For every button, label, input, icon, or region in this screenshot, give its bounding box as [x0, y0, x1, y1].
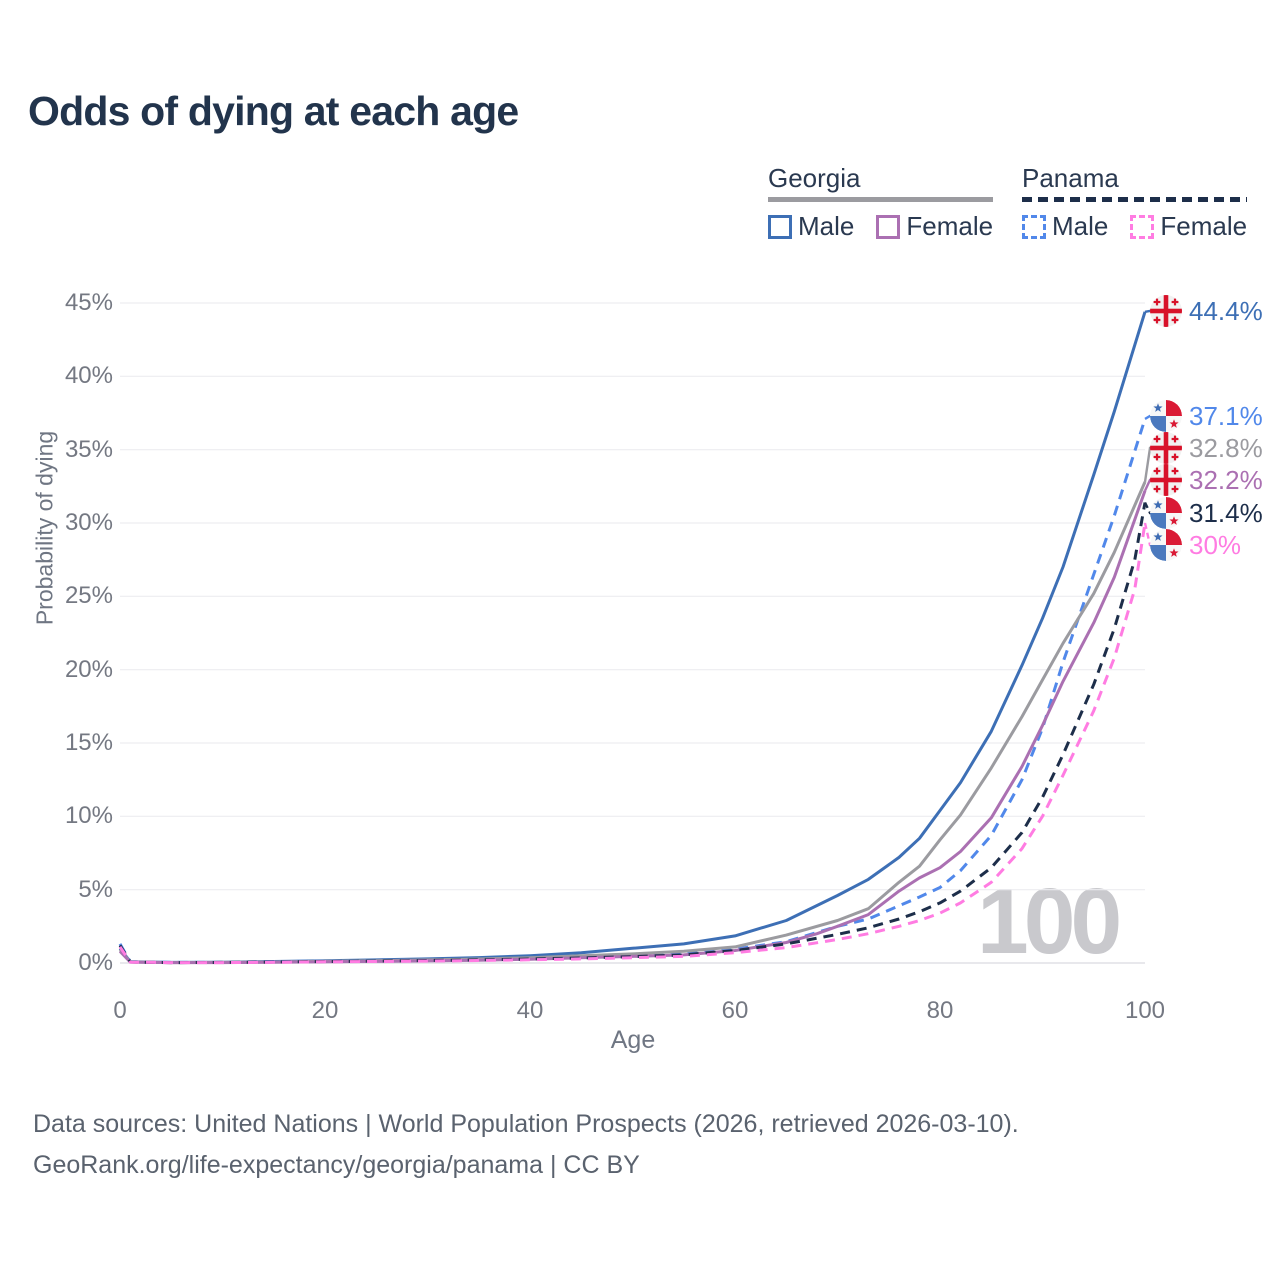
- panama-flag-icon: [1150, 400, 1182, 432]
- legend-panama-label: Panama: [1022, 163, 1119, 193]
- georgia-female-swatch-icon: [876, 214, 901, 239]
- y-tick-label: 40%: [64, 362, 113, 390]
- panama-female-swatch-icon: [1130, 214, 1155, 239]
- series-line-georgia-female: [118, 490, 1147, 965]
- y-tick-label: 25%: [64, 582, 113, 610]
- end-label-row-panama-male: 37.1%: [1150, 399, 1263, 433]
- series-line-georgia: [118, 481, 1147, 965]
- x-tick-label: 100: [1124, 997, 1166, 1024]
- panama-flag-icon: [1150, 529, 1182, 561]
- x-tick-label: 40: [516, 997, 544, 1024]
- end-label-value: 31.4%: [1189, 497, 1263, 528]
- end-label-row-panama-female: 30%: [1150, 528, 1241, 562]
- series-line-georgia-male: [118, 311, 1147, 964]
- age-watermark: 100: [977, 869, 1122, 973]
- georgia-flag-icon: [1150, 432, 1182, 464]
- end-label-value: 44.4%: [1189, 295, 1263, 326]
- y-tick-label: 0%: [78, 949, 113, 976]
- legend-georgia-linestyle-sample: [768, 197, 994, 202]
- y-tick-label: 30%: [64, 509, 113, 536]
- x-tick-label: 0: [113, 997, 127, 1024]
- end-label-value: 30%: [1189, 529, 1242, 560]
- end-label-value: 37.1%: [1189, 400, 1263, 431]
- legend-panama-linestyle-sample: [1022, 197, 1248, 202]
- y-tick-label: 5%: [78, 875, 113, 903]
- y-tick-label: 35%: [64, 435, 113, 463]
- legend-group-panama: Panama Male Female: [1022, 163, 1248, 242]
- georgia-flag-icon: [1150, 295, 1182, 327]
- georgia-male-swatch-icon: [768, 214, 792, 239]
- y-tick-label: 15%: [64, 729, 113, 756]
- georgia-flag-icon: [1150, 295, 1182, 327]
- end-label-row-georgia: 32.8%: [1150, 431, 1263, 465]
- panama-flag-icon: [1150, 497, 1182, 529]
- panama-male-swatch-icon: [1022, 214, 1046, 239]
- panama-flag-icon: [1150, 497, 1182, 529]
- legend-georgia-male-label: Male: [798, 211, 855, 241]
- x-tick-label: 80: [926, 997, 954, 1024]
- series-line-panama-female: [118, 522, 1147, 965]
- legend-georgia-label: Georgia: [768, 163, 861, 193]
- y-tick-label: 45%: [64, 289, 113, 316]
- georgia-flag-icon: [1150, 464, 1182, 496]
- x-tick-label: 60: [721, 997, 749, 1024]
- page-title: Odds of dying at each age: [28, 88, 519, 134]
- end-label-value: 32.8%: [1189, 432, 1263, 463]
- y-tick-label: 20%: [64, 655, 113, 683]
- end-label-row-panama: 31.4%: [1150, 496, 1263, 530]
- data-source-line: Data sources: United Nations | World Pop…: [33, 1110, 1019, 1138]
- legend-georgia-female-label: Female: [906, 211, 994, 241]
- x-tick-label: 20: [311, 997, 339, 1024]
- end-label-row-georgia-female: 32.2%: [1150, 463, 1263, 497]
- legend-panama-male-label: Male: [1052, 211, 1109, 241]
- end-label-value: 32.2%: [1189, 464, 1263, 495]
- attribution-line: GeoRank.org/life-expectancy/georgia/pana…: [33, 1151, 640, 1179]
- panama-flag-icon: [1150, 529, 1182, 561]
- footer: Data sources: United Nations | World Pop…: [33, 1104, 1019, 1186]
- georgia-flag-icon: [1150, 432, 1182, 464]
- georgia-flag-icon: [1150, 464, 1182, 496]
- panama-flag-icon: [1150, 400, 1182, 432]
- end-label-row-georgia-male: 44.4%: [1150, 294, 1263, 328]
- legend-group-georgia: Georgia Male Female: [768, 163, 994, 242]
- legend-panama-female-label: Female: [1160, 211, 1248, 241]
- y-tick-label: 10%: [64, 802, 113, 830]
- x-axis-title: Age: [610, 1026, 656, 1054]
